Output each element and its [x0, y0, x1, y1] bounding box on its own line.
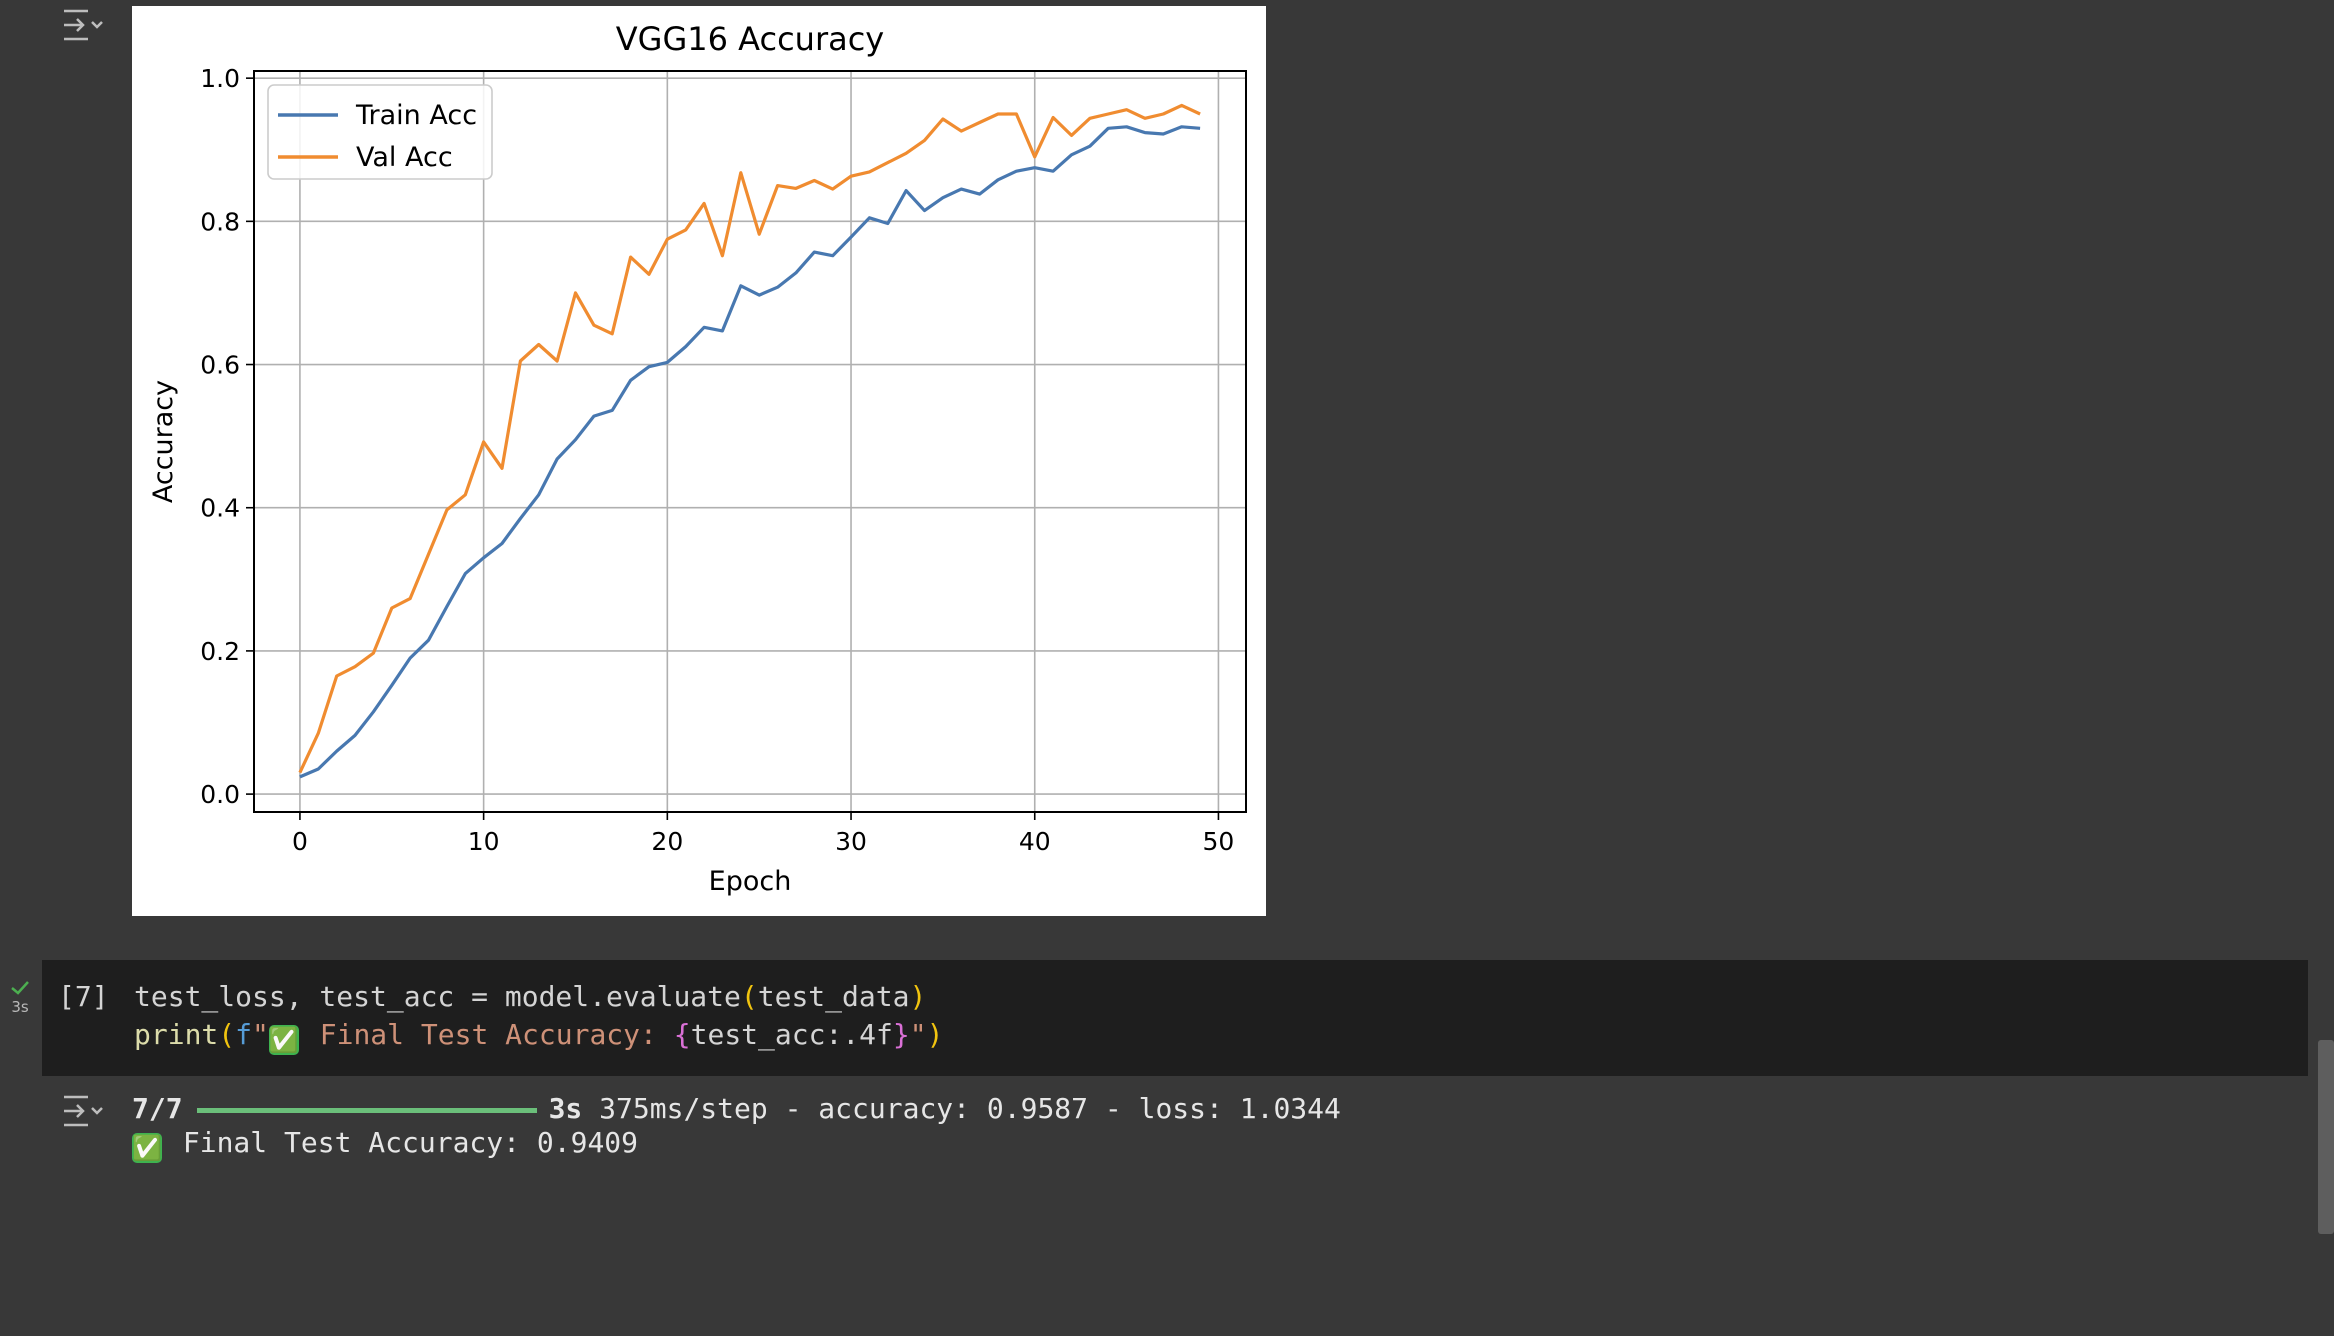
series-line: [299, 125, 1201, 779]
result-line: ✅ Final Test Accuracy: 0.9409: [132, 1124, 638, 1163]
code-token: ): [909, 980, 927, 1013]
code-cell[interactable]: [42, 960, 2308, 1076]
chart-figure: 0 10 20 30 40 50 0.0 0.2 0.4 0.6 0.8 1.0 VGG16 Accur…: [132, 6, 1266, 916]
y-tick-label: 0.6: [200, 351, 240, 380]
code-token: ": [909, 1018, 927, 1051]
chart-title: VGG16 Accuracy: [616, 20, 884, 58]
x-tick-label: 20: [651, 827, 683, 856]
output-toggle-icon[interactable]: [62, 8, 104, 42]
y-tick-label: 0.0: [200, 780, 240, 809]
check-emoji-icon: ✅: [268, 1025, 299, 1055]
y-tick-label: 1.0: [200, 64, 240, 93]
run-status[interactable]: 3s: [6, 980, 34, 1016]
code-token: test_acc:.4f: [690, 1018, 893, 1051]
legend-label: Val Acc: [356, 142, 453, 173]
code-token: test_data: [757, 980, 910, 1013]
code-line-2[interactable]: print(f"✅ Final Test Accuracy: {test_acc…: [134, 1016, 943, 1055]
checkmark-icon: [11, 981, 29, 995]
output-toggle-icon[interactable]: [62, 1094, 104, 1128]
code-token: {: [673, 1018, 691, 1051]
line-chart: 0 10 20 30 40 50 0.0 0.2 0.4 0.6 0.8 1.0 VGG16 Accur…: [148, 20, 1247, 897]
x-tick-label: 50: [1203, 827, 1235, 856]
x-tick-label: 0: [292, 827, 308, 856]
scrollbar[interactable]: [2318, 1040, 2334, 1234]
code-token: ": [252, 1018, 269, 1051]
y-tick-label: 0.2: [200, 637, 240, 666]
x-tick-label: 40: [1019, 827, 1051, 856]
progress-line: 7/7 3s 375ms/step - accuracy: 0.9587 - lo…: [132, 1090, 1341, 1128]
code-token: (: [740, 980, 758, 1013]
y-axis-label: Accuracy: [148, 380, 179, 503]
elapsed-time: 3s: [548, 1092, 583, 1125]
result-text: Final Test Accuracy: 0.9409: [182, 1126, 639, 1159]
code-line-1[interactable]: test_loss, test_acc = model.evaluate(tes…: [134, 978, 926, 1016]
y-tick-label: 0.8: [200, 207, 240, 236]
x-tick-label: 10: [468, 827, 500, 856]
y-tick-label: 0.4: [200, 494, 240, 523]
code-token: f: [235, 1018, 253, 1051]
progress-steps: 7/7: [132, 1092, 183, 1125]
x-tick-label: 30: [835, 827, 867, 856]
metrics-text: 375ms/step - accuracy: 0.9587 - loss: 1.…: [599, 1092, 1341, 1125]
code-token: }: [892, 1018, 910, 1051]
code-token: (: [218, 1018, 236, 1051]
legend-label: Train Acc: [355, 100, 477, 131]
x-axis-label: Epoch: [709, 866, 792, 897]
progress-bar: [196, 1107, 537, 1113]
execution-count: [7]: [58, 980, 109, 1013]
plot-frame: [253, 70, 1247, 813]
check-emoji-icon: ✅: [132, 1133, 162, 1163]
code-token: ): [926, 1018, 944, 1051]
series-line: [298, 103, 1201, 774]
code-token: Final Test Accuracy:: [302, 1018, 674, 1051]
code-token: print: [134, 1018, 219, 1051]
run-time: 3s: [11, 998, 29, 1016]
code-token: test_loss, test_acc = model.evaluate: [134, 980, 741, 1013]
